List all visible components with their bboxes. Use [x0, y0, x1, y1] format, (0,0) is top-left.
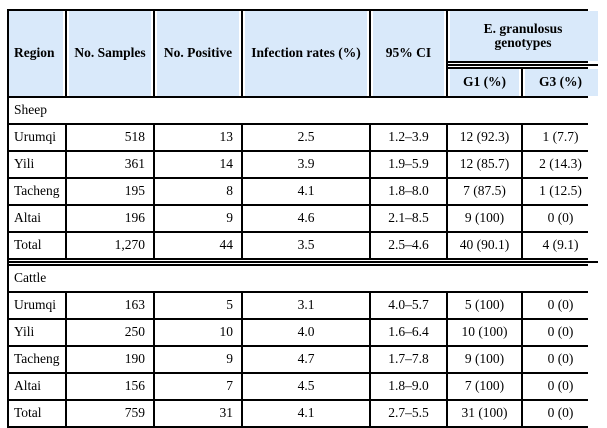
- cell-ci: 2.5–4.6: [371, 233, 446, 258]
- cell-infection: 2.5: [243, 125, 369, 150]
- cell-region: Yili: [9, 152, 65, 177]
- cell-ci: 1.8–9.0: [371, 374, 446, 399]
- cell-infection: 4.6: [243, 206, 369, 231]
- cell-samples: 1,270: [67, 233, 153, 258]
- cell-ci: 2.1–8.5: [371, 206, 446, 231]
- section-label-cattle: Cattle: [9, 266, 598, 291]
- cell-positive: 8: [155, 179, 241, 204]
- cell-ci: 4.0–5.7: [371, 293, 446, 318]
- cell-g3: 2 (14.3): [523, 152, 598, 177]
- cell-g1: 40 (90.1): [448, 233, 521, 258]
- cell-region: Altai: [9, 206, 65, 231]
- cell-positive: 10: [155, 320, 241, 345]
- cell-g1: 9 (100): [448, 347, 521, 372]
- cell-g1: 12 (85.7): [448, 152, 521, 177]
- header-cell-genotypes: E. granulosus genotypes: [448, 11, 598, 61]
- genotypes-double-rule: [448, 63, 598, 67]
- cell-region: Altai: [9, 374, 65, 399]
- header-cell-infection-rates: Infection rates (%): [243, 11, 369, 96]
- cell-samples: 195: [67, 179, 153, 204]
- cell-g3: 0 (0): [523, 320, 598, 345]
- cell-region: Tacheng: [9, 347, 65, 372]
- cell-region: Total: [9, 233, 65, 258]
- infection-rates-table: Region No. Samples No. Positive Infectio…: [7, 9, 598, 428]
- cell-g3: 0 (0): [523, 293, 598, 318]
- header-cell-positive: No. Positive: [155, 11, 241, 96]
- cell-infection: 4.5: [243, 374, 369, 399]
- cell-ci: 1.2–3.9: [371, 125, 446, 150]
- cell-ci: 1.7–7.8: [371, 347, 446, 372]
- cell-samples: 518: [67, 125, 153, 150]
- cell-g1: 5 (100): [448, 293, 521, 318]
- cell-g3: 1 (7.7): [523, 125, 598, 150]
- cell-positive: 5: [155, 293, 241, 318]
- cell-region: Yili: [9, 320, 65, 345]
- cell-g3: 0 (0): [523, 206, 598, 231]
- cell-samples: 190: [67, 347, 153, 372]
- cell-g3: 0 (0): [523, 401, 598, 426]
- cell-positive: 9: [155, 206, 241, 231]
- cell-infection: 3.1: [243, 293, 369, 318]
- header-cell-g1: G1 (%): [448, 69, 521, 96]
- cell-g1: 7 (100): [448, 374, 521, 399]
- cell-samples: 196: [67, 206, 153, 231]
- cell-positive: 9: [155, 347, 241, 372]
- cell-g3: 4 (9.1): [523, 233, 598, 258]
- header-cell-95ci: 95% CI: [371, 11, 446, 96]
- cell-samples: 361: [67, 152, 153, 177]
- header-cell-region: Region: [9, 11, 65, 96]
- cell-infection: 4.1: [243, 401, 369, 426]
- cell-positive: 13: [155, 125, 241, 150]
- section-label-sheep: Sheep: [9, 98, 598, 123]
- cell-positive: 14: [155, 152, 241, 177]
- cell-ci: 1.6–6.4: [371, 320, 446, 345]
- cell-g3: 0 (0): [523, 347, 598, 372]
- cell-infection: 3.5: [243, 233, 369, 258]
- cell-region: Tacheng: [9, 179, 65, 204]
- cell-infection: 4.0: [243, 320, 369, 345]
- cell-samples: 163: [67, 293, 153, 318]
- cell-g1: 7 (87.5): [448, 179, 521, 204]
- cell-g1: 31 (100): [448, 401, 521, 426]
- section-separator-rule: [9, 260, 598, 264]
- cell-g3: 0 (0): [523, 374, 598, 399]
- cell-infection: 4.1: [243, 179, 369, 204]
- cell-ci: 2.7–5.5: [371, 401, 446, 426]
- cell-g1: 9 (100): [448, 206, 521, 231]
- cell-infection: 4.7: [243, 347, 369, 372]
- cell-g1: 10 (100): [448, 320, 521, 345]
- header-cell-samples: No. Samples: [67, 11, 153, 96]
- cell-positive: 7: [155, 374, 241, 399]
- cell-samples: 250: [67, 320, 153, 345]
- header-cell-g3: G3 (%): [523, 69, 598, 96]
- cell-g3: 1 (12.5): [523, 179, 598, 204]
- cell-g1: 12 (92.3): [448, 125, 521, 150]
- cell-ci: 1.8–8.0: [371, 179, 446, 204]
- cell-region: Urumqi: [9, 293, 65, 318]
- cell-infection: 3.9: [243, 152, 369, 177]
- cell-region: Urumqi: [9, 125, 65, 150]
- cell-region: Total: [9, 401, 65, 426]
- cell-positive: 44: [155, 233, 241, 258]
- cell-samples: 156: [67, 374, 153, 399]
- cell-samples: 759: [67, 401, 153, 426]
- cell-ci: 1.9–5.9: [371, 152, 446, 177]
- cell-positive: 31: [155, 401, 241, 426]
